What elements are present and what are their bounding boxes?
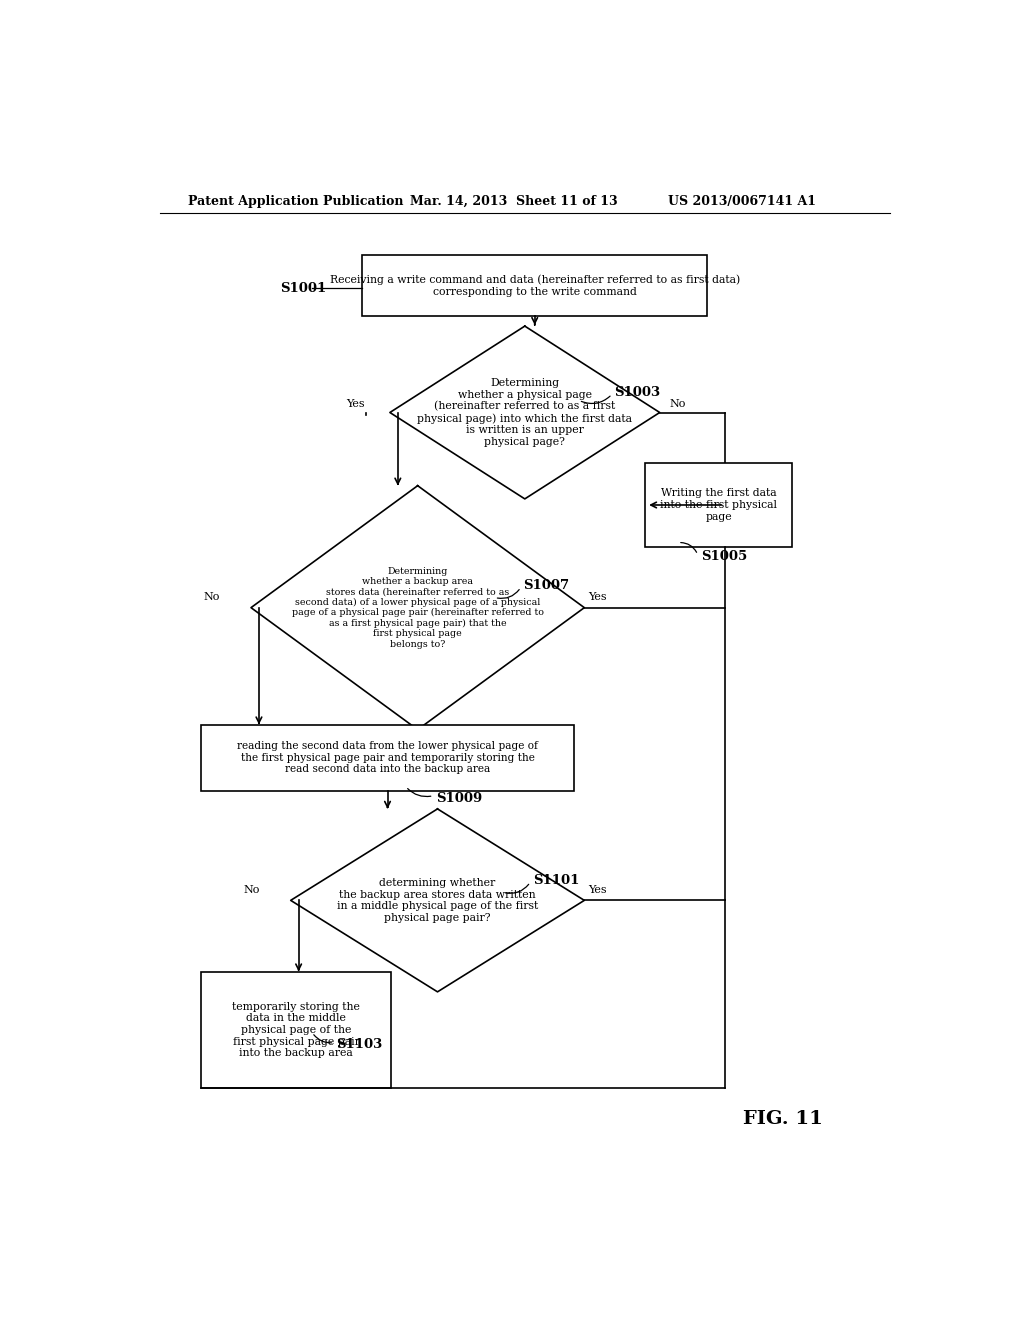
- Text: Receiving a write command and data (hereinafter referred to as first data)
corre: Receiving a write command and data (here…: [330, 275, 740, 297]
- Text: FIG. 11: FIG. 11: [743, 1110, 823, 1127]
- Text: No: No: [670, 400, 686, 409]
- Text: Determining
whether a backup area
stores data (hereinafter referred to as
second: Determining whether a backup area stores…: [292, 566, 544, 648]
- Text: reading the second data from the lower physical page of
the first physical page : reading the second data from the lower p…: [238, 741, 538, 774]
- Text: Yes: Yes: [588, 886, 607, 895]
- FancyBboxPatch shape: [645, 463, 793, 546]
- Text: Mar. 14, 2013  Sheet 11 of 13: Mar. 14, 2013 Sheet 11 of 13: [410, 194, 617, 207]
- Text: US 2013/0067141 A1: US 2013/0067141 A1: [668, 194, 816, 207]
- Text: Determining
whether a physical page
(hereinafter referred to as a first
physical: Determining whether a physical page (her…: [418, 378, 632, 447]
- Text: S1101: S1101: [532, 874, 580, 887]
- Text: Writing the first data
into the first physical
page: Writing the first data into the first ph…: [660, 488, 777, 521]
- Text: S1003: S1003: [614, 385, 660, 399]
- FancyBboxPatch shape: [362, 255, 708, 315]
- Text: S1007: S1007: [523, 578, 569, 591]
- Text: S1009: S1009: [436, 792, 482, 805]
- Text: S1103: S1103: [336, 1039, 382, 1051]
- Text: Patent Application Publication: Patent Application Publication: [187, 194, 403, 207]
- Text: temporarily storing the
data in the middle
physical page of the
first physical p: temporarily storing the data in the midd…: [232, 1002, 360, 1059]
- FancyBboxPatch shape: [201, 972, 391, 1089]
- Text: Yes: Yes: [588, 593, 607, 602]
- Text: S1005: S1005: [701, 550, 748, 564]
- Text: No: No: [243, 886, 259, 895]
- FancyBboxPatch shape: [201, 725, 574, 791]
- Text: S1001: S1001: [281, 282, 327, 294]
- Text: determining whether
the backup area stores data written
in a middle physical pag: determining whether the backup area stor…: [337, 878, 539, 923]
- Text: No: No: [204, 593, 220, 602]
- Text: Yes: Yes: [346, 400, 365, 409]
